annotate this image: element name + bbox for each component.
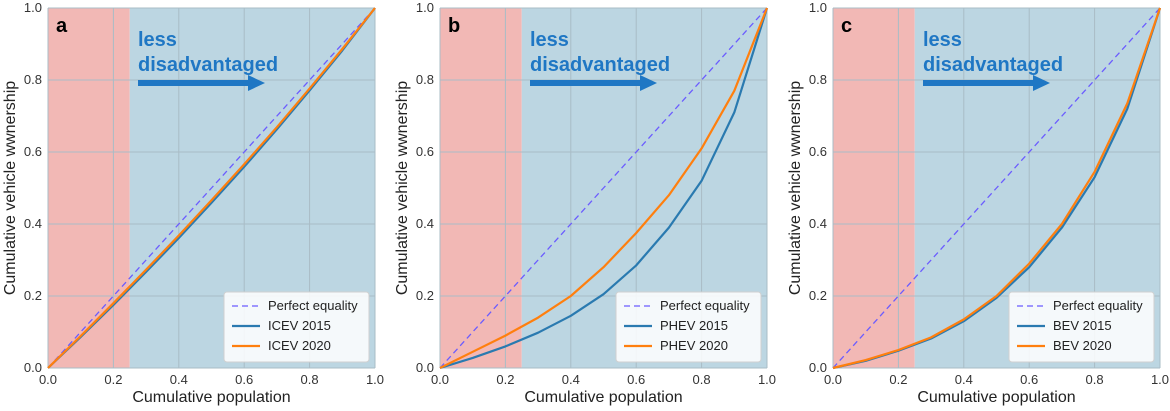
- y-tick-label: 0.0: [809, 360, 827, 375]
- y-tick-label: 1.0: [24, 0, 42, 15]
- x-tick-label: 1.0: [366, 372, 384, 387]
- legend-entry: Perfect equality: [1053, 298, 1143, 313]
- legend-entry: ICEV 2020: [268, 338, 331, 353]
- x-axis-label: Cumulative population: [132, 389, 290, 406]
- y-tick-label: 0.4: [809, 216, 827, 231]
- y-tick-label: 0.6: [24, 144, 42, 159]
- y-tick-label: 0.6: [416, 144, 434, 159]
- legend: Perfect equality PHEV 2015 PHEV 2020: [615, 291, 762, 363]
- legend-box: [615, 291, 762, 363]
- y-tick-label: 0.4: [24, 216, 42, 231]
- legend-entry: BEV 2020: [1053, 338, 1112, 353]
- x-tick-label: 0.0: [431, 372, 449, 387]
- series-line-perfect-equality: [439, 7, 768, 369]
- annotation-line-1: less: [138, 29, 177, 51]
- x-tick-label: 1.0: [1151, 372, 1169, 387]
- x-tick-label: 0.0: [824, 372, 842, 387]
- y-tick-label: 0.4: [416, 216, 434, 231]
- arrow-head: [1033, 75, 1050, 91]
- panel-letter: a: [56, 15, 68, 37]
- right-arrow-icon: [530, 75, 657, 91]
- y-tick-label: 0.2: [24, 288, 42, 303]
- arrow-head: [248, 75, 265, 91]
- annotation-line-2: disadvantaged: [923, 54, 1063, 76]
- series-line-phev-2020: [439, 7, 769, 369]
- x-tick-label: 0.6: [1020, 372, 1038, 387]
- annotation-line-1: less: [530, 29, 569, 51]
- x-tick-label: 0.8: [1086, 372, 1104, 387]
- right-arrow-icon: [923, 75, 1050, 91]
- x-tick-label: 1.0: [758, 372, 776, 387]
- series-line-icev-2020: [47, 7, 376, 369]
- y-tick-label: 0.8: [416, 72, 434, 87]
- series-line-bev-2020: [832, 7, 1162, 370]
- arrow-shaft: [923, 80, 1033, 86]
- disadvantaged-region: [440, 8, 522, 368]
- series-line-phev-2015: [439, 7, 769, 370]
- legend-entry: ICEV 2015: [268, 318, 331, 333]
- y-tick-label: 0.8: [809, 72, 827, 87]
- legend-entry: Perfect equality: [268, 298, 358, 313]
- legend-entry: PHEV 2015: [660, 318, 728, 333]
- y-tick-label: 0.2: [416, 288, 434, 303]
- y-tick-label: 1.0: [809, 0, 827, 15]
- x-tick-label: 0.6: [235, 372, 253, 387]
- y-tick-label: 0.8: [24, 72, 42, 87]
- legend-entry: BEV 2015: [1053, 318, 1112, 333]
- y-tick-label: 0.0: [24, 360, 42, 375]
- annotation-line-2: disadvantaged: [138, 54, 278, 76]
- arrow-shaft: [530, 80, 640, 86]
- arrow-shaft: [138, 80, 248, 86]
- x-tick-label: 0.2: [496, 372, 514, 387]
- y-tick-label: 1.0: [416, 0, 434, 15]
- disadvantaged-region: [833, 8, 915, 368]
- x-axis-label: Cumulative population: [524, 389, 682, 406]
- y-axis-label: Cumulative vehicle wwnership: [787, 81, 804, 295]
- legend-entry: Perfect equality: [660, 298, 750, 313]
- legend: Perfect equality ICEV 2015 ICEV 2020: [223, 291, 370, 363]
- right-arrow-icon: [138, 75, 265, 91]
- x-tick-label: 0.6: [627, 372, 645, 387]
- disadvantaged-region: [48, 8, 130, 368]
- series-line-perfect-equality: [832, 7, 1161, 369]
- x-tick-label: 0.4: [955, 372, 973, 387]
- chart-panel-b: 0.0 0.2 0.4 0.6 0.8 1.0 0.0 0.2 0.4 0.6 0.8 1.0 Cumu…: [394, 0, 776, 406]
- x-tick-label: 0.2: [889, 372, 907, 387]
- x-tick-label: 0.4: [170, 372, 188, 387]
- y-tick-label: 0.6: [809, 144, 827, 159]
- legend-entry: PHEV 2020: [660, 338, 728, 353]
- panel-letter: c: [841, 15, 852, 37]
- x-tick-label: 0.2: [104, 372, 122, 387]
- legend-box: [1008, 291, 1155, 363]
- chart-panel-c: 0.0 0.2 0.4 0.6 0.8 1.0 0.0 0.2 0.4 0.6 0.8 1.0 Cumu…: [787, 0, 1169, 406]
- y-tick-label: 0.0: [416, 360, 434, 375]
- x-tick-label: 0.0: [39, 372, 57, 387]
- x-tick-label: 0.8: [693, 372, 711, 387]
- y-axis-label: Cumulative vehicle wwnership: [394, 81, 411, 295]
- annotation-line-1: less: [923, 29, 962, 51]
- x-axis-label: Cumulative population: [917, 389, 1075, 406]
- x-tick-label: 0.8: [301, 372, 319, 387]
- legend-box: [223, 291, 370, 363]
- annotation-line-2: disadvantaged: [530, 54, 670, 76]
- y-tick-label: 0.2: [809, 288, 827, 303]
- series-line-perfect-equality: [47, 7, 376, 369]
- y-axis-label: Cumulative vehicle wwnership: [2, 81, 19, 295]
- arrow-head: [640, 75, 657, 91]
- legend: Perfect equality BEV 2015 BEV 2020: [1008, 291, 1155, 363]
- x-tick-label: 0.4: [562, 372, 580, 387]
- panel-letter: b: [448, 15, 460, 37]
- chart-panel-a: 0.0 0.2 0.4 0.6 0.8 1.0 0.0 0.2 0.4 0.6 0.8 1.0 Cumu…: [2, 0, 384, 406]
